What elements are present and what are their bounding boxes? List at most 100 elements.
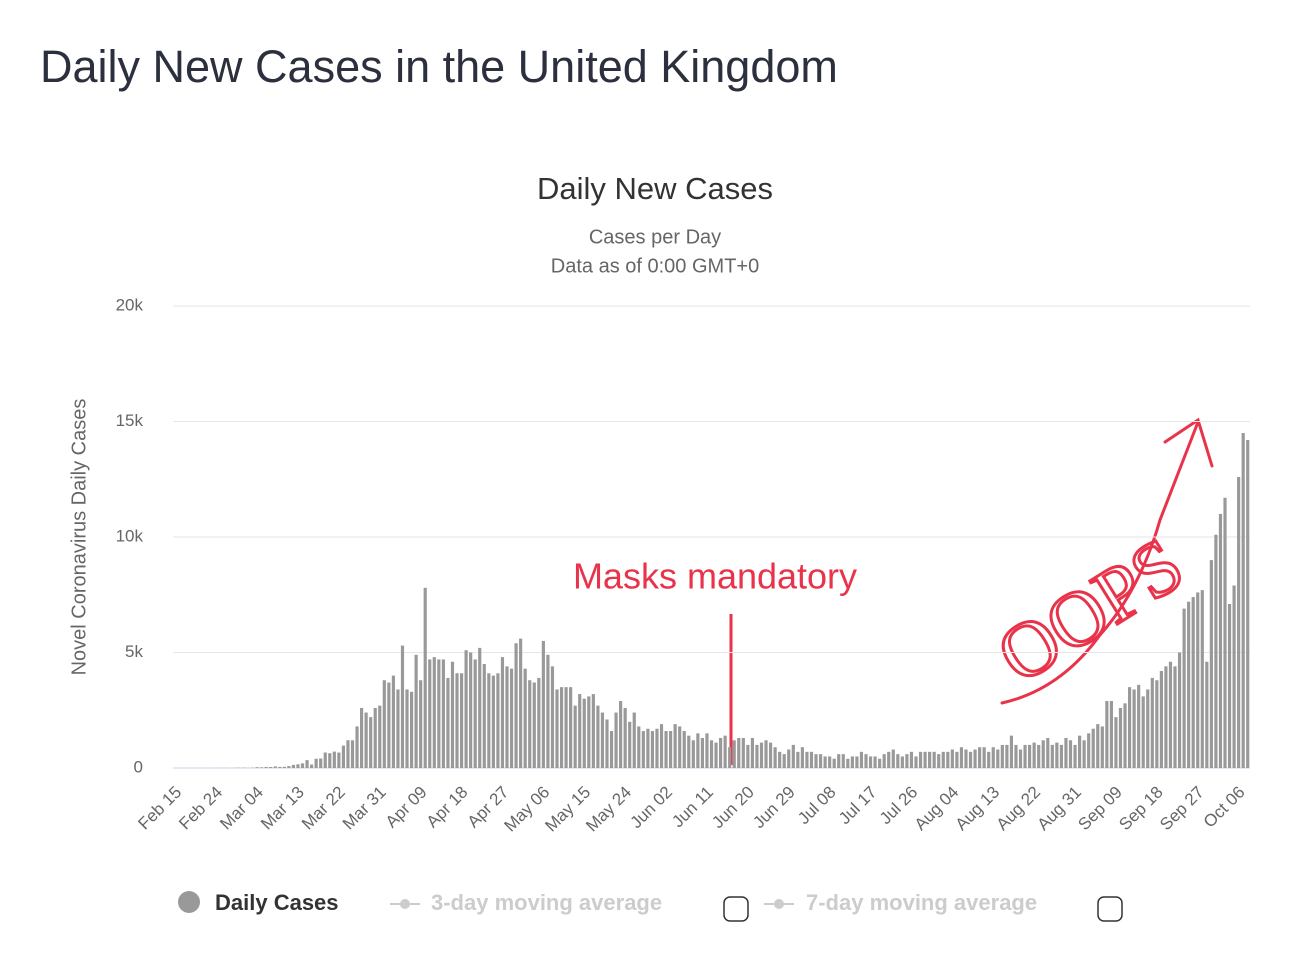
bar bbox=[773, 747, 777, 768]
bar bbox=[746, 744, 750, 768]
bar bbox=[260, 767, 264, 768]
x-tick-label: Mar 22 bbox=[298, 783, 349, 834]
bar bbox=[991, 747, 995, 768]
bar bbox=[550, 666, 555, 768]
bar bbox=[432, 657, 436, 768]
bar bbox=[291, 764, 296, 768]
bar bbox=[700, 737, 705, 768]
bar bbox=[300, 763, 305, 768]
bar bbox=[1223, 497, 1227, 768]
bar bbox=[678, 726, 682, 768]
bar bbox=[509, 668, 514, 768]
bar bbox=[1182, 608, 1186, 768]
bar bbox=[1246, 439, 1250, 768]
x-tick-label: May 06 bbox=[501, 783, 554, 836]
x-tick-label: Oct 06 bbox=[1200, 783, 1249, 832]
bar bbox=[382, 680, 386, 768]
y-tick-label: 15k bbox=[116, 411, 144, 430]
bar bbox=[841, 754, 845, 768]
bar bbox=[659, 724, 664, 768]
bar bbox=[1205, 661, 1209, 768]
x-tick-label: May 24 bbox=[582, 783, 635, 836]
bar bbox=[269, 767, 273, 768]
legend-label[interactable]: Daily Cases bbox=[215, 890, 339, 915]
bar bbox=[946, 751, 950, 768]
x-tick-label: Jun 11 bbox=[668, 783, 717, 832]
bar bbox=[987, 751, 991, 768]
bar bbox=[428, 659, 432, 768]
y-tick-label: 20k bbox=[116, 295, 144, 314]
checkbox[interactable] bbox=[1097, 896, 1123, 922]
bar bbox=[887, 751, 891, 768]
bar bbox=[1050, 744, 1054, 768]
bar bbox=[491, 675, 495, 768]
bar bbox=[364, 712, 368, 768]
legend-label[interactable]: 7-day moving average bbox=[806, 890, 1037, 915]
bar bbox=[496, 673, 500, 768]
bar bbox=[850, 756, 854, 768]
x-tick-label: Mar 31 bbox=[339, 783, 390, 834]
bar bbox=[941, 751, 945, 768]
bar bbox=[859, 751, 864, 768]
bar bbox=[519, 638, 523, 768]
bar bbox=[423, 587, 427, 768]
y-tick-label: 0 bbox=[134, 757, 143, 776]
bar bbox=[1055, 742, 1059, 768]
bar bbox=[996, 749, 1000, 768]
chart-title: Daily New Cases bbox=[537, 171, 773, 206]
bar bbox=[832, 758, 836, 768]
bar bbox=[1000, 744, 1004, 768]
bar bbox=[1032, 742, 1036, 768]
bar bbox=[405, 689, 409, 768]
y-tick-label: 10k bbox=[116, 526, 144, 545]
bar bbox=[473, 659, 477, 768]
bar bbox=[1037, 744, 1041, 768]
bar bbox=[555, 689, 559, 768]
bar bbox=[928, 751, 932, 768]
chart-subtitle: Cases per Day bbox=[589, 226, 721, 248]
bar bbox=[782, 754, 786, 768]
x-tick-label: Sep 27 bbox=[1156, 783, 1208, 835]
bar bbox=[950, 749, 954, 768]
bar bbox=[1218, 513, 1223, 768]
bar bbox=[559, 687, 564, 768]
bar bbox=[1209, 560, 1213, 768]
bar bbox=[400, 645, 405, 768]
legend-marker bbox=[774, 899, 784, 909]
bar bbox=[1155, 680, 1159, 768]
bar bbox=[664, 731, 668, 768]
bar bbox=[728, 747, 732, 768]
bar bbox=[314, 758, 318, 768]
bar bbox=[332, 751, 336, 768]
bar bbox=[1041, 740, 1045, 768]
bar bbox=[505, 666, 509, 768]
bar bbox=[800, 747, 804, 768]
bar bbox=[1105, 701, 1109, 768]
bar bbox=[914, 756, 918, 768]
legend-label[interactable]: 3-day moving average bbox=[431, 890, 662, 915]
bar bbox=[296, 764, 300, 768]
bar bbox=[1232, 585, 1236, 768]
bar bbox=[387, 682, 391, 768]
bar bbox=[396, 689, 400, 768]
bar bbox=[1005, 744, 1009, 768]
x-tick-label: Aug 31 bbox=[1034, 783, 1086, 835]
checkbox[interactable] bbox=[723, 896, 749, 922]
x-tick-label: Mar 13 bbox=[257, 783, 308, 834]
bar bbox=[1173, 666, 1177, 768]
legend-marker bbox=[400, 899, 410, 909]
annotation: Masks mandatory bbox=[573, 556, 857, 597]
bar bbox=[669, 731, 673, 768]
x-tick-label: Sep 18 bbox=[1115, 783, 1167, 835]
bar bbox=[1150, 677, 1154, 768]
legend-marker bbox=[178, 891, 200, 913]
bar bbox=[1068, 740, 1073, 768]
x-tick-label: Feb 24 bbox=[175, 783, 226, 834]
bar bbox=[1064, 737, 1068, 768]
bar bbox=[787, 749, 791, 768]
bar bbox=[1237, 476, 1241, 768]
bar bbox=[964, 749, 968, 768]
bar bbox=[414, 654, 418, 768]
bar bbox=[628, 721, 632, 768]
